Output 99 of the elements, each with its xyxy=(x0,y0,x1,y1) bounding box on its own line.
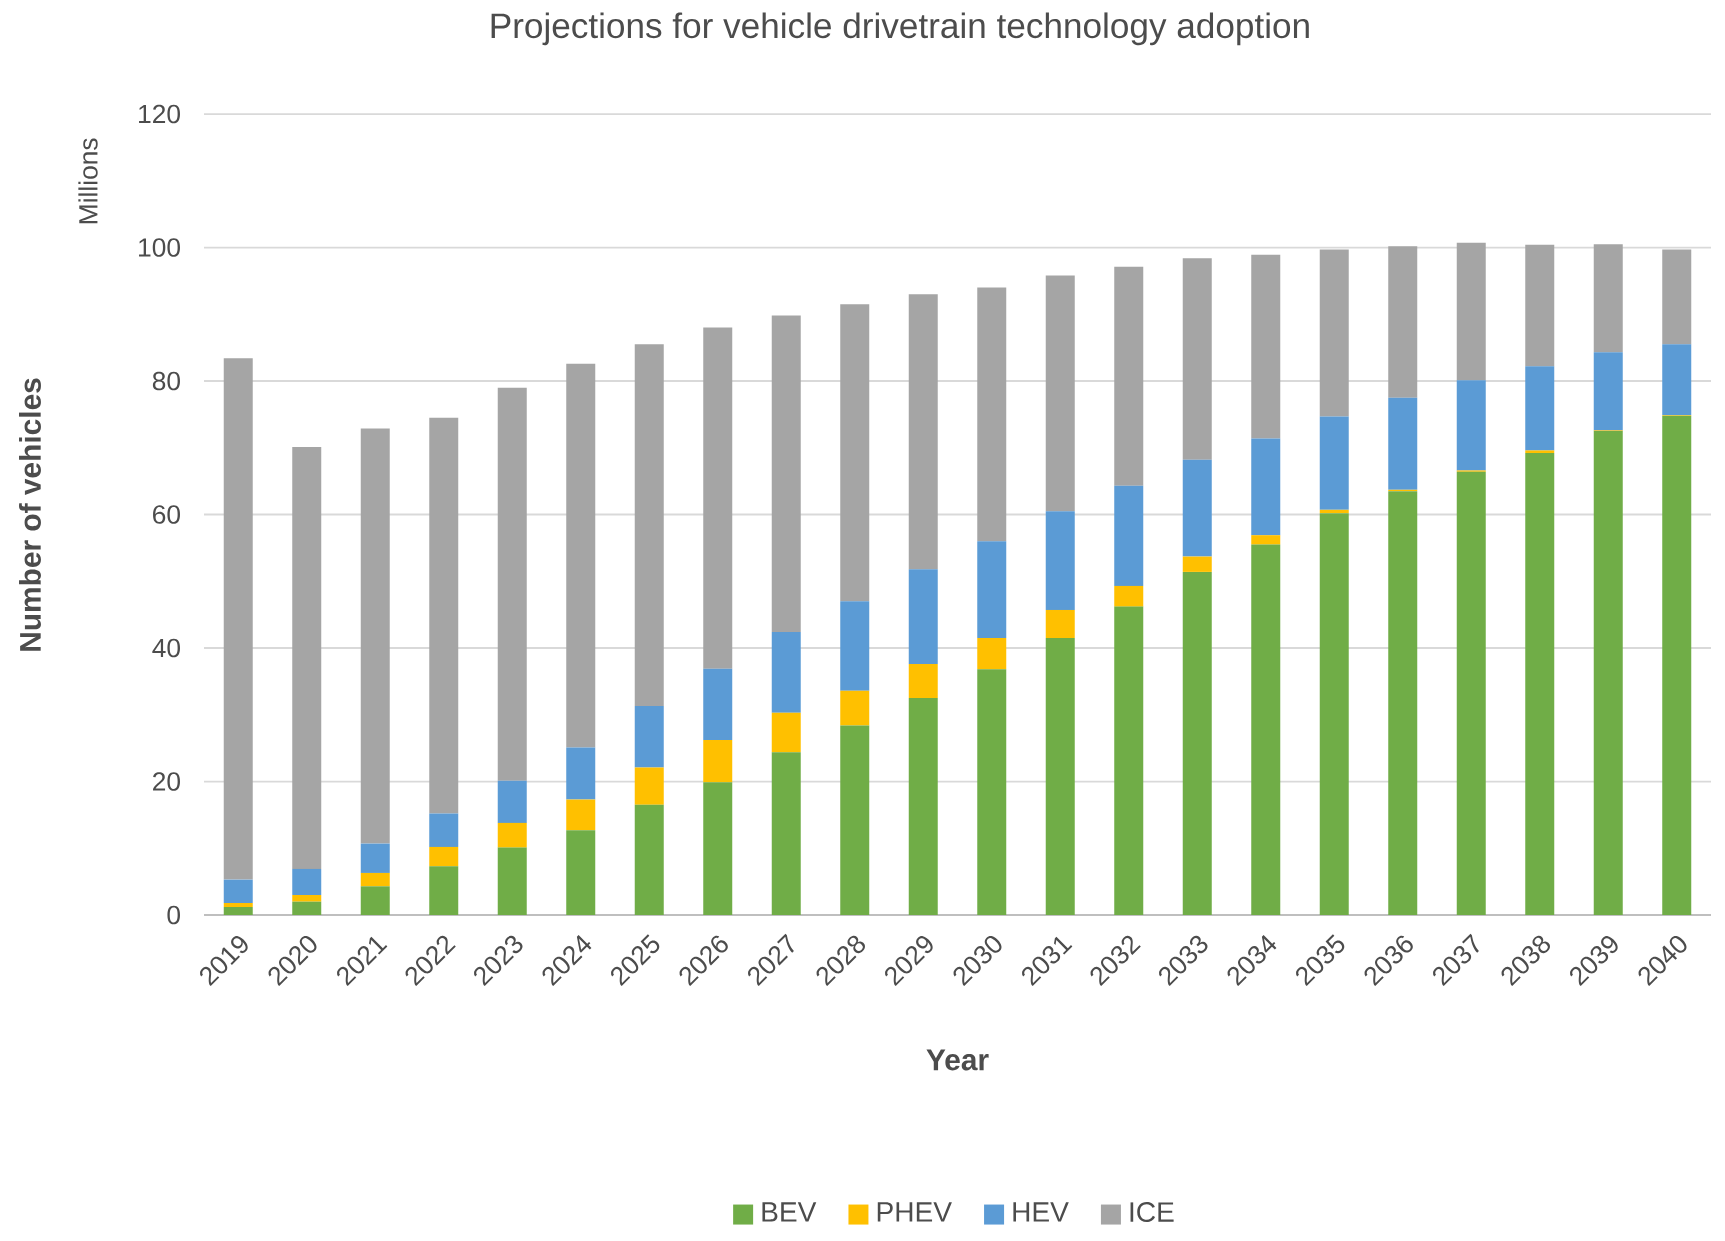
text: Millions xyxy=(78,138,98,224)
bar xyxy=(908,698,938,915)
bar xyxy=(771,752,801,915)
bar xyxy=(566,830,596,915)
bar xyxy=(429,417,459,814)
bar xyxy=(771,712,801,753)
bar xyxy=(223,358,253,880)
y-tick-label: 80 xyxy=(152,371,180,391)
bar xyxy=(1319,416,1349,510)
legend-label: PHEV xyxy=(877,1202,952,1222)
bar xyxy=(1045,637,1075,915)
bar xyxy=(1251,535,1281,545)
bar xyxy=(1045,275,1075,512)
bar xyxy=(1662,249,1692,345)
y-tick-label: 0 xyxy=(167,905,180,925)
bar xyxy=(977,637,1007,670)
bar xyxy=(1182,556,1212,572)
bar xyxy=(840,725,870,915)
bar xyxy=(771,631,801,713)
y-tick-label: 60 xyxy=(153,505,180,524)
bar xyxy=(840,601,870,691)
bar xyxy=(1182,258,1212,460)
bar xyxy=(1662,415,1692,915)
bar xyxy=(1662,344,1692,416)
bar xyxy=(1182,459,1212,557)
bar xyxy=(429,866,459,915)
legend-label: BEV xyxy=(762,1202,817,1222)
bar xyxy=(497,387,527,781)
bar xyxy=(703,740,733,783)
bar xyxy=(977,287,1007,542)
bar xyxy=(1593,244,1623,353)
y-tick-label: 100 xyxy=(139,238,180,257)
bar xyxy=(360,843,390,873)
bar xyxy=(292,894,322,902)
bar xyxy=(1182,571,1212,915)
bar xyxy=(292,447,322,869)
bar xyxy=(566,799,596,831)
bar xyxy=(1525,453,1555,915)
bar xyxy=(223,902,253,907)
bar xyxy=(360,872,390,887)
bar xyxy=(634,706,664,768)
bar xyxy=(1388,397,1418,490)
bar xyxy=(977,541,1007,638)
bar xyxy=(1114,485,1144,586)
bar xyxy=(223,879,253,903)
bar xyxy=(429,846,459,867)
bar xyxy=(840,304,870,602)
bar xyxy=(1456,242,1486,381)
bar xyxy=(1456,471,1486,915)
bar xyxy=(1319,249,1349,417)
bar xyxy=(840,690,870,726)
bar xyxy=(1593,431,1623,915)
bar xyxy=(771,315,801,632)
bar xyxy=(634,344,664,707)
bar xyxy=(1525,450,1555,454)
bar xyxy=(1593,352,1623,431)
bar xyxy=(497,780,527,823)
bar xyxy=(634,767,664,805)
bar xyxy=(1388,491,1418,915)
bar xyxy=(908,663,938,699)
chart-title: Projections for vehicle drivetrain technology adoption xyxy=(491,12,1309,46)
bar xyxy=(429,813,459,847)
bar xyxy=(634,804,664,915)
bar xyxy=(360,428,390,844)
bar xyxy=(223,906,253,915)
bar xyxy=(1114,606,1144,915)
y-axis-title: Number of vehicles xyxy=(19,378,41,651)
bar xyxy=(566,747,596,800)
legend-label: ICE xyxy=(1130,1202,1174,1222)
bar xyxy=(1319,509,1349,514)
bar xyxy=(1456,380,1486,471)
bar xyxy=(1251,254,1281,439)
bar xyxy=(566,363,596,748)
bar xyxy=(1525,366,1555,451)
bar xyxy=(292,901,322,915)
bar xyxy=(497,847,527,915)
bar xyxy=(1045,609,1075,638)
legend-label: HEV xyxy=(1013,1202,1069,1222)
bar xyxy=(1251,438,1281,536)
bar xyxy=(1045,511,1075,610)
bar xyxy=(1114,266,1144,486)
y-tick-label: 20 xyxy=(153,772,180,791)
bar xyxy=(1251,544,1281,915)
bar xyxy=(1319,513,1349,915)
bar xyxy=(977,669,1007,915)
bar xyxy=(908,569,938,664)
bar xyxy=(360,886,390,915)
x-axis-title: Year xyxy=(926,1049,989,1071)
bar xyxy=(703,668,733,741)
y-tick-label: 120 xyxy=(139,104,180,124)
bar xyxy=(497,822,527,848)
bar xyxy=(703,327,733,669)
bar xyxy=(292,868,322,895)
bar xyxy=(703,782,733,915)
bar xyxy=(1114,585,1144,607)
bar xyxy=(908,294,938,570)
y-tick-label: 40 xyxy=(152,638,180,658)
bar xyxy=(1525,244,1555,367)
bar xyxy=(1388,246,1418,398)
